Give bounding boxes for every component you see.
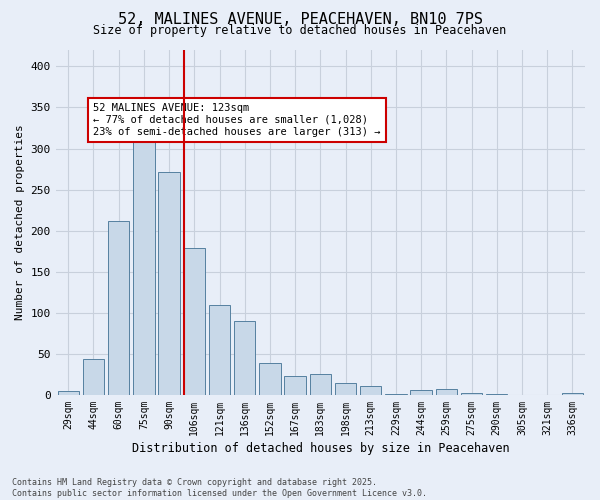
Bar: [284, 376, 306, 395]
Y-axis label: Number of detached properties: Number of detached properties: [15, 124, 25, 320]
Bar: [184, 248, 205, 395]
Bar: [385, 394, 407, 395]
Bar: [335, 384, 356, 395]
Bar: [360, 386, 382, 395]
Text: Size of property relative to detached houses in Peacehaven: Size of property relative to detached ho…: [94, 24, 506, 37]
Bar: [562, 394, 583, 395]
Bar: [58, 391, 79, 395]
Bar: [158, 172, 180, 395]
Bar: [461, 394, 482, 395]
Bar: [436, 389, 457, 395]
Bar: [133, 136, 155, 395]
Bar: [83, 359, 104, 395]
Text: 52 MALINES AVENUE: 123sqm
← 77% of detached houses are smaller (1,028)
23% of se: 52 MALINES AVENUE: 123sqm ← 77% of detac…: [94, 104, 381, 136]
Text: 52, MALINES AVENUE, PEACEHAVEN, BN10 7PS: 52, MALINES AVENUE, PEACEHAVEN, BN10 7PS: [118, 12, 482, 28]
Bar: [410, 390, 432, 395]
Bar: [486, 394, 508, 395]
X-axis label: Distribution of detached houses by size in Peacehaven: Distribution of detached houses by size …: [131, 442, 509, 455]
Text: Contains HM Land Registry data © Crown copyright and database right 2025.
Contai: Contains HM Land Registry data © Crown c…: [12, 478, 427, 498]
Bar: [310, 374, 331, 395]
Bar: [259, 363, 281, 395]
Bar: [209, 304, 230, 395]
Bar: [234, 321, 256, 395]
Bar: [108, 221, 130, 395]
